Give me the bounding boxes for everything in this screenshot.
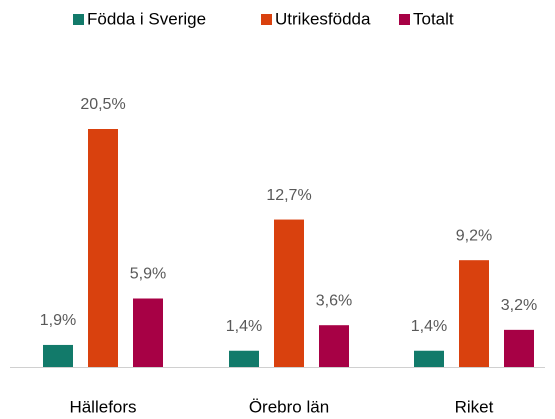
legend-label: Födda i Sverige <box>87 9 206 28</box>
bar <box>274 219 304 367</box>
legend-swatch <box>261 14 272 25</box>
bar <box>319 325 349 367</box>
bar <box>414 350 444 367</box>
bar <box>88 129 118 367</box>
data-label: 12,7% <box>266 187 311 204</box>
bar <box>43 344 73 367</box>
legend-label: Totalt <box>413 9 454 28</box>
data-label: 5,9% <box>130 266 166 283</box>
legend-swatch <box>399 14 410 25</box>
x-tick-label: Örebro län <box>249 397 329 416</box>
x-tick-label: Riket <box>455 397 494 416</box>
bar <box>229 350 259 367</box>
legend-label: Utrikesfödda <box>275 9 371 28</box>
data-label: 20,5% <box>80 96 125 113</box>
data-label: 3,2% <box>501 297 537 314</box>
x-tick-label: Hällefors <box>69 397 136 416</box>
data-label: 1,9% <box>40 312 76 329</box>
data-label: 1,4% <box>411 318 447 335</box>
bar <box>133 298 163 367</box>
data-label: 9,2% <box>456 227 492 244</box>
bar <box>459 260 489 367</box>
bar <box>504 329 534 367</box>
data-label: 1,4% <box>226 318 262 335</box>
data-label: 3,6% <box>316 292 352 309</box>
legend-swatch <box>73 14 84 25</box>
